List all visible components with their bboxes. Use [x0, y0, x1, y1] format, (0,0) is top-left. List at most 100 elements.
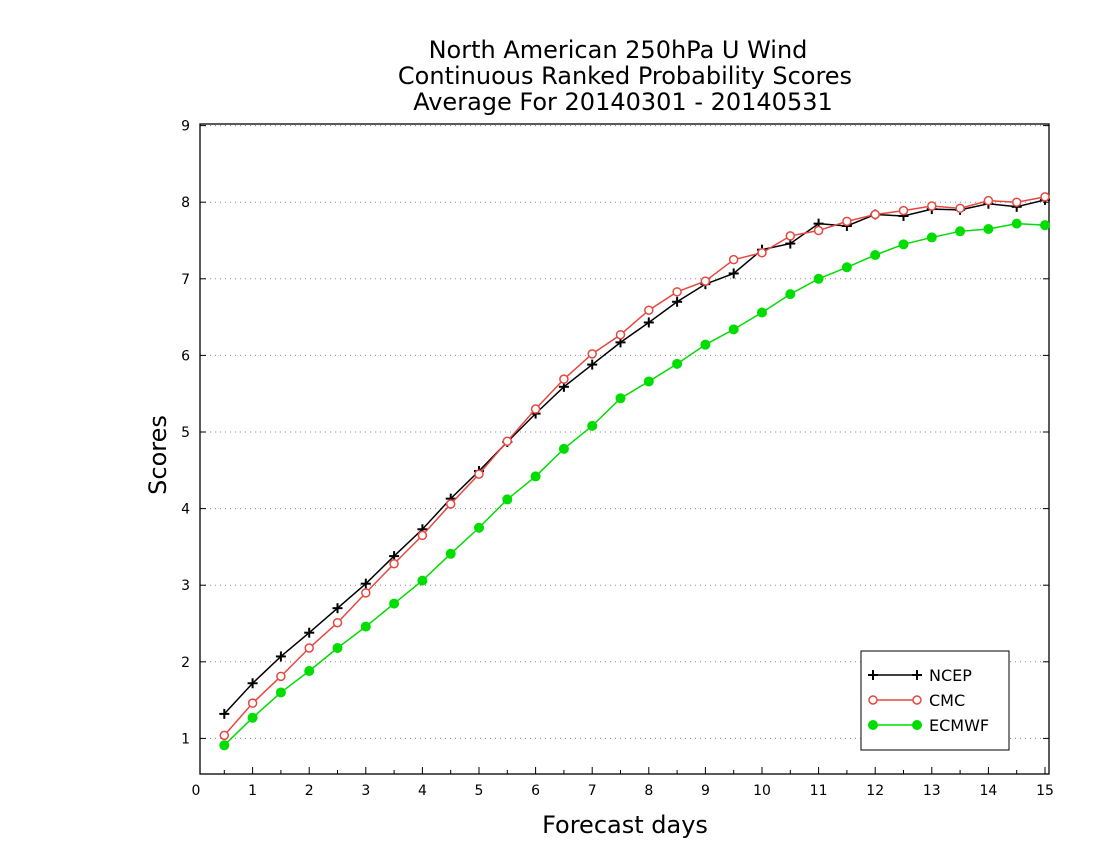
title-line-1: North American 250hPa U Wind — [429, 36, 808, 64]
legend-marker-ecmwf — [868, 720, 878, 730]
point-ecmwf — [558, 443, 569, 454]
point-cmc — [700, 276, 711, 286]
point-cmc — [644, 305, 654, 315]
point-ecmwf — [474, 522, 484, 533]
x-tick-label: 7 — [588, 783, 597, 799]
point-cmc — [417, 530, 428, 541]
point-ecmwf — [275, 687, 286, 698]
x-axis-label: Forecast days — [542, 811, 708, 839]
point-ncep — [728, 268, 739, 279]
x-tick-label: 6 — [531, 783, 540, 799]
x-tick-label: 11 — [810, 783, 828, 799]
series-line-cmc — [223, 196, 1046, 736]
point-cmc — [927, 201, 937, 211]
point-ecmwf — [700, 339, 711, 350]
point-cmc — [361, 588, 371, 598]
point-cmc — [955, 203, 965, 214]
point-ecmwf — [870, 250, 881, 261]
point-ecmwf — [1011, 218, 1022, 229]
x-tick-label: 2 — [305, 783, 314, 799]
y-tick-label: 4 — [181, 502, 190, 518]
y-axis-label: Scores — [144, 415, 172, 495]
series-ecmwf — [219, 218, 1050, 751]
point-ecmwf — [587, 420, 598, 431]
point-ecmwf — [247, 712, 258, 723]
point-ecmwf — [417, 575, 428, 586]
point-ecmwf — [926, 232, 937, 243]
point-ecmwf — [785, 289, 796, 300]
y-tick-label: 8 — [181, 195, 190, 211]
y-tick-label: 7 — [181, 272, 190, 288]
point-cmc — [304, 643, 314, 653]
point-cmc — [276, 671, 286, 682]
legend-marker-ncep — [868, 670, 878, 680]
series-cmc — [219, 192, 1050, 741]
point-ecmwf — [757, 307, 767, 318]
point-ncep — [643, 317, 654, 328]
point-cmc — [1011, 197, 1022, 207]
legend-marker-cmc — [912, 695, 922, 705]
x-tick-label: 15 — [1036, 783, 1054, 799]
point-cmc — [332, 617, 343, 628]
point-cmc — [898, 205, 909, 216]
point-cmc — [1040, 192, 1050, 202]
point-ecmwf — [304, 665, 315, 676]
x-tick-label: 14 — [979, 783, 997, 799]
point-ncep — [247, 678, 258, 689]
point-ncep — [587, 359, 598, 370]
point-ecmwf — [389, 598, 400, 609]
point-ecmwf — [983, 224, 994, 235]
point-ecmwf — [813, 273, 824, 284]
point-ncep — [360, 578, 371, 589]
x-tick-label: 4 — [418, 783, 427, 799]
point-ecmwf — [672, 358, 683, 369]
point-ncep — [219, 708, 230, 719]
legend-marker-ecmwf — [912, 720, 922, 730]
legend-item-cmc: CMC — [868, 691, 965, 710]
x-tick-label: 0 — [192, 783, 201, 799]
point-cmc — [672, 287, 682, 297]
point-ecmwf — [728, 324, 739, 335]
point-ecmwf — [530, 471, 541, 482]
point-cmc — [842, 216, 852, 227]
title-line-3: Average For 20140301 - 20140531 — [413, 88, 833, 116]
gridlines — [200, 125, 1049, 739]
legend-item-ncep: NCEP — [868, 666, 972, 685]
legend: NCEP CMC ECMWF — [860, 650, 1010, 751]
legend-marker-cmc — [868, 695, 878, 705]
y-tick-label: 3 — [181, 578, 190, 594]
point-ecmwf — [445, 548, 456, 559]
point-ecmwf — [898, 239, 909, 250]
legend-item-ecmwf: ECMWF — [868, 716, 989, 735]
x-tick-label: 1 — [248, 783, 257, 799]
series-group — [219, 192, 1050, 751]
point-cmc — [219, 730, 230, 741]
legend-label-cmc: CMC — [929, 691, 965, 710]
point-ecmwf — [219, 740, 230, 751]
y-tick-label: 1 — [181, 731, 190, 747]
x-tick-label: 9 — [701, 783, 710, 799]
point-cmc — [502, 436, 513, 446]
plot-frame — [199, 123, 1050, 775]
point-cmc — [474, 469, 484, 479]
point-cmc — [785, 231, 796, 241]
x-tick-label: 3 — [361, 783, 370, 799]
point-cmc — [559, 374, 569, 384]
point-cmc — [389, 559, 399, 569]
y-tick-label: 5 — [181, 425, 190, 441]
point-cmc — [247, 698, 258, 708]
point-cmc — [728, 254, 739, 265]
x-tick-label: 12 — [866, 783, 884, 799]
y-tick-label: 2 — [181, 655, 190, 671]
point-cmc — [813, 225, 824, 236]
point-ecmwf — [955, 226, 966, 237]
point-ncep — [332, 603, 343, 614]
point-cmc — [530, 404, 541, 414]
legend-marker-ncep — [912, 670, 922, 680]
chart-title: North American 250hPa U Wind Continuous … — [398, 36, 852, 116]
title-line-2: Continuous Ranked Probability Scores — [398, 62, 852, 90]
point-ecmwf — [502, 494, 513, 505]
point-cmc — [757, 248, 767, 258]
